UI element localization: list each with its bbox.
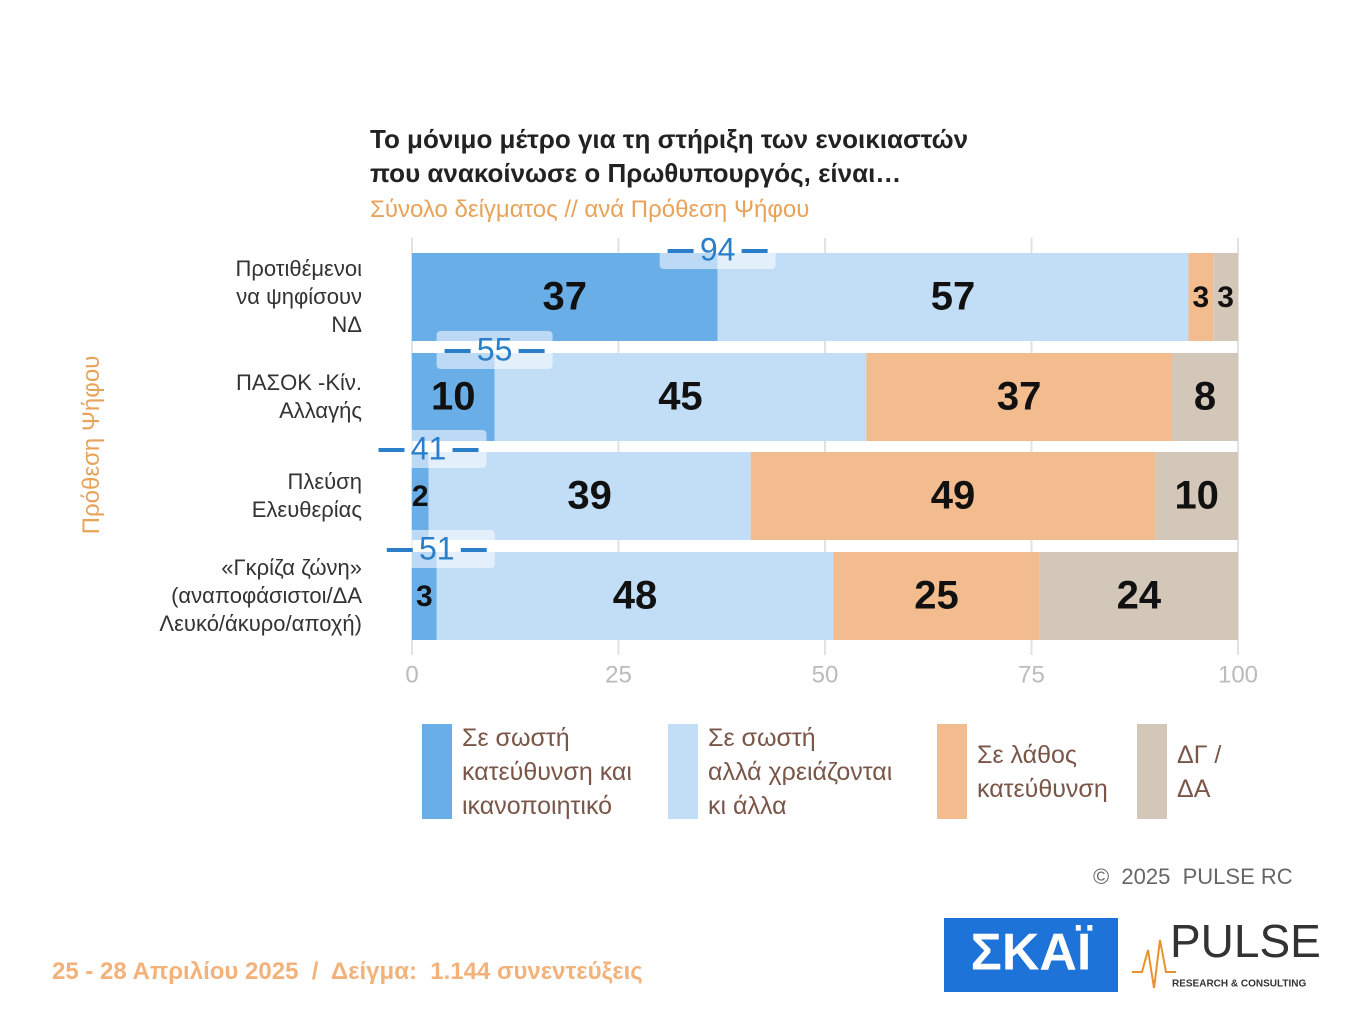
pulse-logo-sub: RESEARCH & CONSULTING [1172, 979, 1306, 990]
bar-segment [1171, 353, 1238, 441]
value-label: 3 [1217, 281, 1234, 314]
legend-label: Σε σωστή αλλά χρειάζονται κι άλλα [708, 724, 893, 820]
value-label: 25 [914, 574, 959, 618]
skai-logo-bg [944, 918, 1118, 992]
x-tick-label: 25 [605, 661, 632, 688]
total-label: 94 [700, 231, 736, 267]
legend-label: ΔΓ / ΔΑ [1177, 741, 1222, 803]
x-tick-label: 50 [812, 661, 839, 688]
pulse-logo: PULSE [1170, 915, 1321, 967]
legend-swatch [1137, 724, 1167, 819]
category-label: «Γκρίζα ζώνη» (αναποφάσιστοι/ΔΑ Λευκό/άκ… [159, 555, 362, 636]
total-box [370, 430, 487, 468]
copyright: © 2025 PULSE RC [1093, 864, 1293, 889]
total-label: 41 [411, 430, 447, 466]
category-label: Πλεύση Ελευθερίας [251, 469, 362, 522]
value-label: 8 [1194, 375, 1216, 419]
value-label: 48 [613, 574, 658, 618]
bar-segment [717, 253, 1189, 341]
legend-label: Σε λάθος κατεύθυνση [977, 741, 1108, 803]
bar-segment [412, 452, 429, 540]
total-label: 55 [477, 331, 513, 367]
bar-segment [750, 452, 1156, 540]
value-label: 10 [1174, 474, 1219, 518]
total-label: 51 [419, 530, 455, 566]
bar-segment [436, 552, 834, 640]
value-label: 3 [1192, 281, 1209, 314]
legend-swatch [668, 724, 698, 819]
bar-segment [494, 353, 867, 441]
legend-label: Σε σωστή κατεύθυνση και ικανοποιητικό [462, 724, 632, 820]
total-box [378, 530, 495, 568]
value-label: 49 [931, 474, 976, 518]
x-tick-label: 75 [1018, 661, 1045, 688]
value-label: 37 [543, 275, 588, 319]
skai-logo: ΣΚΑΪ [971, 924, 1093, 982]
x-tick-label: 100 [1218, 661, 1258, 688]
x-tick-label: 0 [405, 661, 418, 688]
value-label: 39 [567, 474, 612, 518]
value-label: 10 [431, 375, 476, 419]
total-box [436, 331, 553, 369]
bar-segment [833, 552, 1040, 640]
bar-segment [1039, 552, 1238, 640]
legend-swatch [422, 724, 452, 819]
bar-segment [1188, 253, 1214, 341]
value-label: 3 [416, 580, 433, 613]
chart-subtitle: Σύνολο δείγματος // ανά Πρόθεση Ψήφου [370, 196, 810, 223]
value-label: 37 [997, 375, 1042, 419]
bar-segment [866, 353, 1172, 441]
value-label: 24 [1117, 574, 1162, 618]
legend-swatch [937, 724, 967, 819]
value-label: 2 [412, 480, 429, 513]
category-label: ΠΑΣΟΚ -Κίν. Αλλαγής [235, 370, 362, 423]
category-label: Προτιθέμενοι να ψηφίσουν ΝΔ [235, 256, 362, 337]
bar-segment [1155, 452, 1238, 540]
pulse-logo-icon [1132, 939, 1176, 989]
footer: 25 - 28 Απριλίου 2025 / Δείγμα: 1.144 συ… [52, 958, 643, 985]
value-label: 57 [931, 275, 976, 319]
chart-title: Το μόνιμο μέτρο για τη στήριξη των ενοικ… [370, 124, 969, 188]
total-box [659, 231, 776, 269]
value-label: 45 [658, 375, 703, 419]
bar-segment [1213, 253, 1238, 341]
